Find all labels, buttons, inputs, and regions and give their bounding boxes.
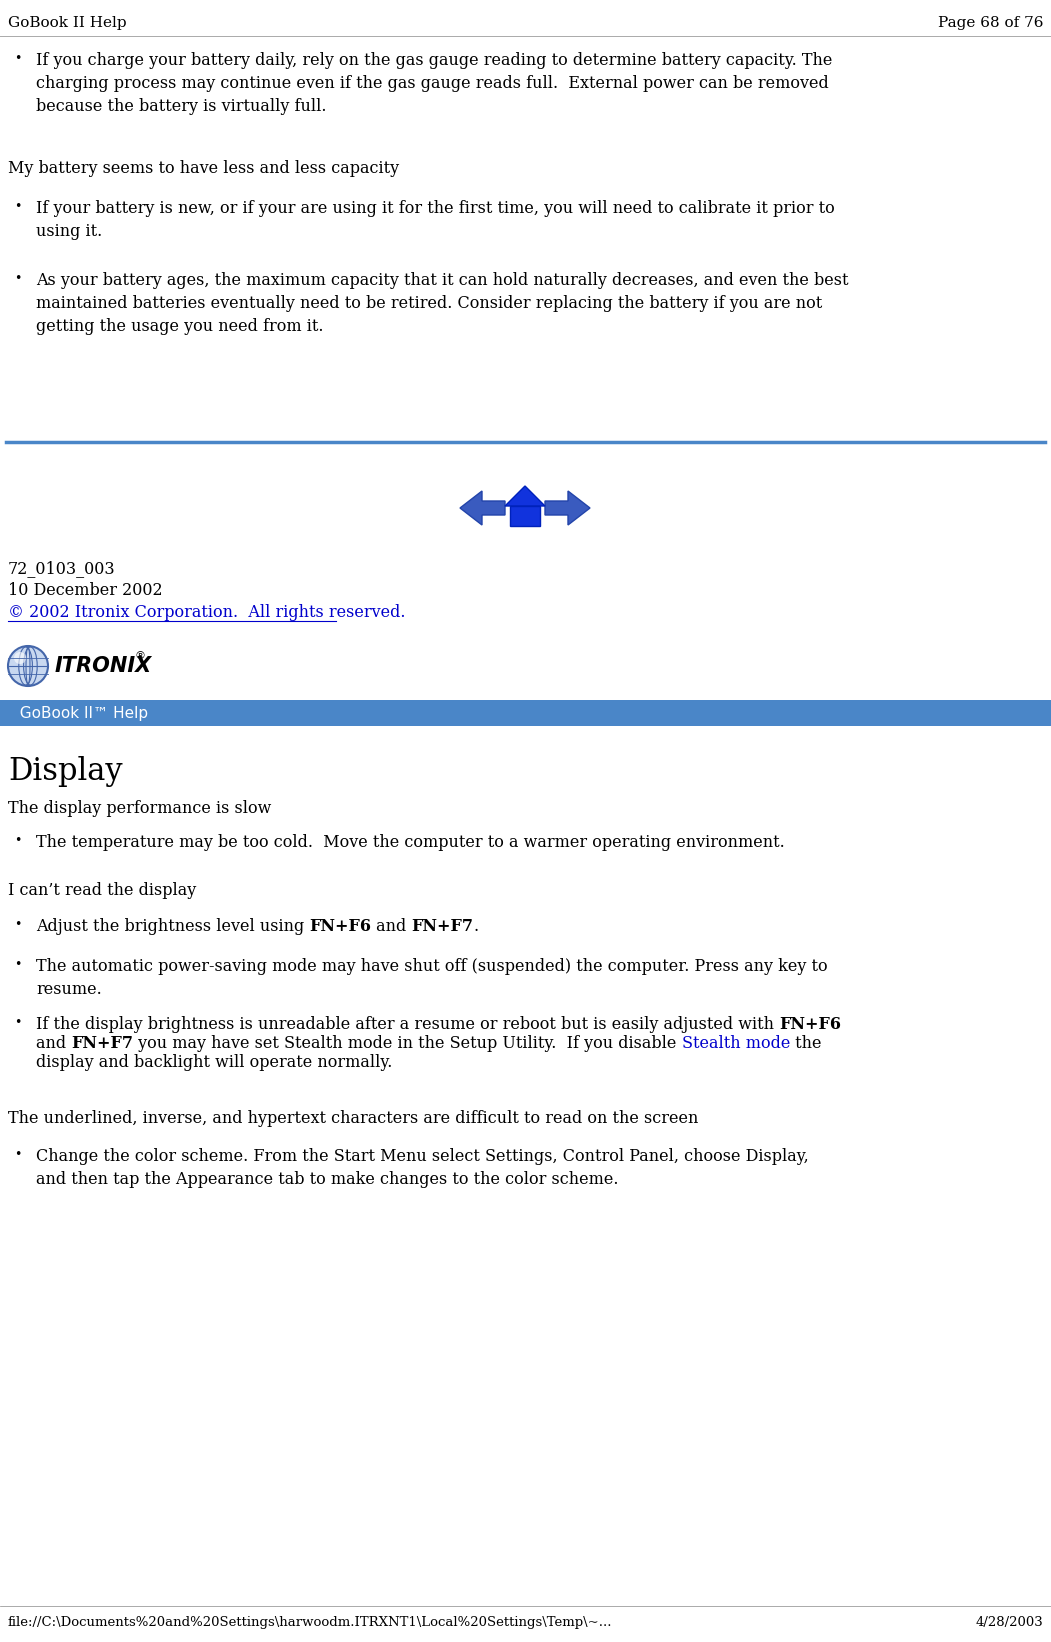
Text: •: •	[14, 1016, 21, 1030]
Text: Stealth mode: Stealth mode	[682, 1034, 790, 1053]
Text: •: •	[14, 53, 21, 66]
Text: .: .	[474, 918, 479, 934]
Text: If you charge your battery daily, rely on the gas gauge reading to determine bat: If you charge your battery daily, rely o…	[36, 53, 832, 115]
Text: The underlined, inverse, and hypertext characters are difficult to read on the s: The underlined, inverse, and hypertext c…	[8, 1110, 698, 1126]
Polygon shape	[504, 486, 545, 506]
Text: As your battery ages, the maximum capacity that it can hold naturally decreases,: As your battery ages, the maximum capaci…	[36, 273, 848, 335]
Text: and: and	[371, 918, 412, 934]
Polygon shape	[460, 491, 504, 525]
Text: the: the	[790, 1034, 822, 1053]
Circle shape	[8, 645, 48, 686]
Text: Change the color scheme. From the Start Menu select Settings, Control Panel, cho: Change the color scheme. From the Start …	[36, 1148, 809, 1187]
Text: •: •	[14, 957, 21, 970]
Text: ®: ®	[135, 650, 146, 662]
Bar	[0, 699, 1051, 726]
Text: FN+F7: FN+F7	[71, 1034, 133, 1053]
Text: The display performance is slow: The display performance is slow	[8, 800, 271, 818]
Text: © 2002 Itronix Corporation.  All rights reserved.: © 2002 Itronix Corporation. All rights r…	[8, 604, 406, 621]
Text: My battery seems to have less and less capacity: My battery seems to have less and less c…	[8, 159, 399, 177]
Text: and: and	[36, 1034, 71, 1053]
Text: 10 December 2002: 10 December 2002	[8, 581, 163, 599]
Text: you may have set Stealth mode in the Setup Utility.  If you disable: you may have set Stealth mode in the Set…	[133, 1034, 682, 1053]
Text: 4/28/2003: 4/28/2003	[975, 1616, 1043, 1629]
Text: •: •	[14, 1148, 21, 1161]
Text: ITRONIX: ITRONIX	[55, 657, 152, 677]
Polygon shape	[545, 491, 590, 525]
Text: The temperature may be too cold.  Move the computer to a warmer operating enviro: The temperature may be too cold. Move th…	[36, 834, 785, 851]
Text: FN+F6: FN+F6	[309, 918, 371, 934]
Text: If the display brightness is unreadable after a resume or reboot but is easily a: If the display brightness is unreadable …	[36, 1016, 779, 1033]
Text: I can’t read the display: I can’t read the display	[8, 882, 197, 900]
Text: If your battery is new, or if your are using it for the first time, you will nee: If your battery is new, or if your are u…	[36, 200, 834, 240]
Text: FN+F6: FN+F6	[779, 1016, 841, 1033]
Text: GoBook II™ Help: GoBook II™ Help	[11, 706, 148, 721]
Text: •: •	[14, 273, 21, 286]
Text: file://C:\Documents%20and%20Settings\harwoodm.ITRXNT1\Local%20Settings\Temp\~...: file://C:\Documents%20and%20Settings\har…	[8, 1616, 613, 1629]
Text: •: •	[14, 918, 21, 931]
Text: Display: Display	[8, 755, 123, 787]
Text: GoBook II Help: GoBook II Help	[8, 16, 126, 30]
Text: The automatic power-saving mode may have shut off (suspended) the computer. Pres: The automatic power-saving mode may have…	[36, 957, 827, 998]
Text: 72_0103_003: 72_0103_003	[8, 560, 116, 576]
Text: Adjust the brightness level using: Adjust the brightness level using	[36, 918, 309, 934]
Text: •: •	[14, 834, 21, 847]
Text: display and backlight will operate normally.: display and backlight will operate norma…	[36, 1054, 392, 1071]
Bar	[510, 506, 540, 525]
Text: FN+F7: FN+F7	[412, 918, 474, 934]
Text: Page 68 of 76: Page 68 of 76	[937, 16, 1043, 30]
Circle shape	[14, 652, 26, 663]
Text: •: •	[14, 200, 21, 213]
